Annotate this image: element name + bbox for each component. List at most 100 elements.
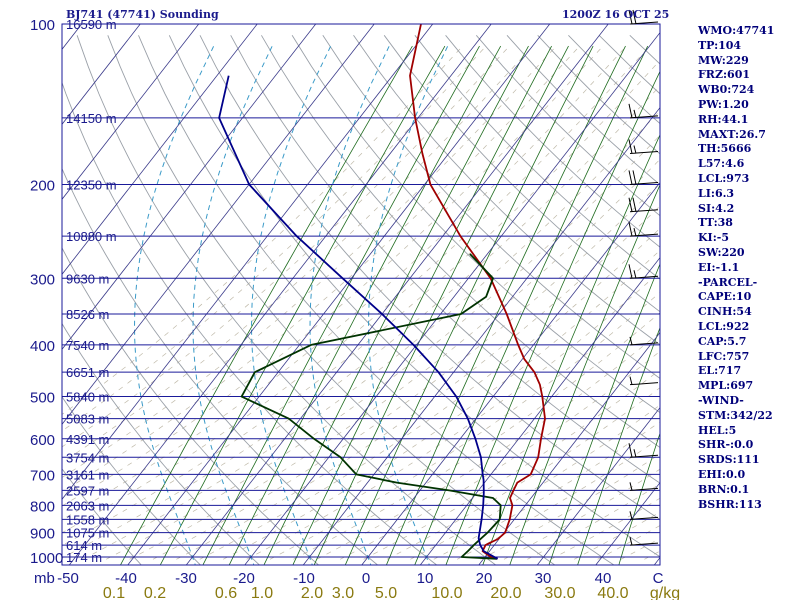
index-entry: CAP:5.7: [698, 334, 747, 348]
wind-barb-half-feather: [633, 270, 637, 279]
dry-adiabat: [62, 395, 202, 565]
wet-bulb-line: [250, 45, 332, 565]
grid-lines: [62, 24, 660, 565]
moist-adiabat: [62, 45, 651, 534]
pressure-tick-label: 700: [30, 467, 55, 484]
wind-barb-shaft: [629, 181, 659, 185]
dry-adiabat: [62, 167, 379, 565]
isotherm-line: [419, 256, 660, 565]
mixing-ratio-tick-label: 10.0: [431, 585, 462, 600]
moist-adiabat: [293, 312, 660, 560]
moist-adiabat: [106, 134, 660, 560]
moist-adiabat: [574, 511, 660, 560]
isotherm-line: [62, 24, 375, 425]
mixing-ratio-tick-label: 30.0: [544, 585, 575, 600]
index-entry: MPL:697: [698, 379, 754, 393]
height-label: 1075 m: [66, 526, 109, 541]
index-entry: HEL:5: [698, 423, 737, 437]
height-label: 14150 m: [66, 111, 117, 126]
temperature-line: [409, 24, 546, 560]
wind-barb-shaft: [629, 516, 659, 520]
mixing-ratio-line: [577, 326, 660, 565]
index-entry: LCL:973: [698, 171, 750, 185]
moist-adiabat: [82, 110, 660, 560]
index-entry: LI:6.3: [698, 186, 735, 200]
height-label: 614 m: [66, 538, 102, 553]
wind-barb-shaft: [629, 275, 659, 279]
height-label: 16590 m: [66, 17, 117, 32]
wind-barb-feather: [628, 139, 633, 154]
wet-bulb-line: [192, 45, 273, 565]
wind-barb: [628, 221, 659, 237]
wind-barbs: [628, 9, 659, 546]
wind-barb: [628, 103, 659, 119]
index-entry: SI:4.2: [698, 201, 735, 215]
wind-barb-feather: [628, 170, 633, 185]
moist-adiabat: [176, 205, 660, 560]
mixing-ratio-tick-label: 0.1: [103, 585, 125, 600]
height-label: 2597 m: [66, 483, 109, 498]
index-entry: CAPE:10: [698, 290, 752, 304]
dry-adiabat: [230, 35, 660, 484]
isotherm-line: [127, 24, 551, 565]
moist-adiabat: [269, 291, 660, 560]
dry-adiabat: [76, 35, 497, 565]
wind-barb-half-feather: [629, 537, 633, 546]
pressure-tick-label: 300: [30, 271, 55, 288]
wind-barb: [629, 336, 659, 346]
index-entry: L57:4.6: [698, 157, 745, 171]
moist-adiabat: [433, 421, 660, 560]
dry-adiabat: [107, 35, 556, 565]
mixing-ratio-tick-label: 2.0: [301, 585, 323, 600]
pressure-tick-label: 100: [30, 17, 55, 34]
moist-adiabat: [527, 483, 660, 560]
temperature-tick-label: -10: [293, 570, 315, 587]
dry-adiabat: [353, 35, 660, 346]
height-label: 9630 m: [66, 271, 109, 286]
wind-barb: [628, 170, 659, 185]
dry-adiabat: [62, 322, 261, 565]
wind-barb-feather: [628, 443, 633, 458]
index-entry: SRDS:111: [698, 453, 760, 467]
plot-frame: [61, 23, 661, 566]
moist-adiabat: [340, 350, 660, 560]
index-entry: STM:342/22: [698, 408, 773, 422]
index-entry: -PARCEL-: [698, 275, 758, 289]
mixing-ratio-tick-label: 40.0: [597, 585, 628, 600]
index-entry: TH:5666: [698, 142, 752, 156]
wind-barb-feather: [628, 221, 633, 237]
height-label: 2063 m: [66, 498, 109, 513]
mixing-ratio-line: [414, 45, 649, 565]
pressure-tick-label: 200: [30, 177, 55, 194]
dry-adiabat: [414, 35, 660, 280]
moist-adiabat: [550, 497, 660, 560]
index-entry: BSHR:113: [698, 497, 762, 511]
index-entry: KI:-5: [698, 231, 729, 245]
pressure-axis-title: mb: [34, 570, 55, 587]
moist-adiabat: [457, 437, 660, 560]
wind-barb: [629, 376, 659, 386]
mixing-ratio-line: [509, 183, 660, 565]
index-entry: TP:104: [698, 38, 742, 52]
mixing-ratio-line: [202, 45, 480, 565]
wind-barb-shaft: [629, 454, 659, 458]
dry-adiabat: [261, 35, 660, 449]
moist-adiabat: [410, 404, 660, 560]
moist-adiabat: [199, 227, 660, 560]
indices-panel: WMO:47741 TP:104 MW:229 FRZ:601 WB0:724 PW:1.…: [698, 24, 798, 512]
mixing-ratio-line: [263, 45, 529, 565]
mixing-ratio-line: [344, 45, 594, 565]
pressure-tick-label: 400: [30, 338, 55, 355]
isotherm-line: [62, 24, 434, 500]
height-label: 10880 m: [66, 229, 117, 244]
mixing-ratio-line: [292, 45, 552, 565]
dry-adiabat: [383, 35, 660, 313]
wet-bulb-line: [367, 45, 449, 565]
mixing-ratio-line: [385, 45, 626, 565]
index-entry: TT:38: [698, 216, 733, 230]
pressure-tick-label: 500: [30, 390, 55, 407]
wind-barb: [628, 139, 659, 155]
wind-barb-shaft: [629, 21, 659, 25]
temperature-tick-label: 20: [476, 570, 493, 587]
index-entry: WMO:47741: [698, 24, 775, 37]
